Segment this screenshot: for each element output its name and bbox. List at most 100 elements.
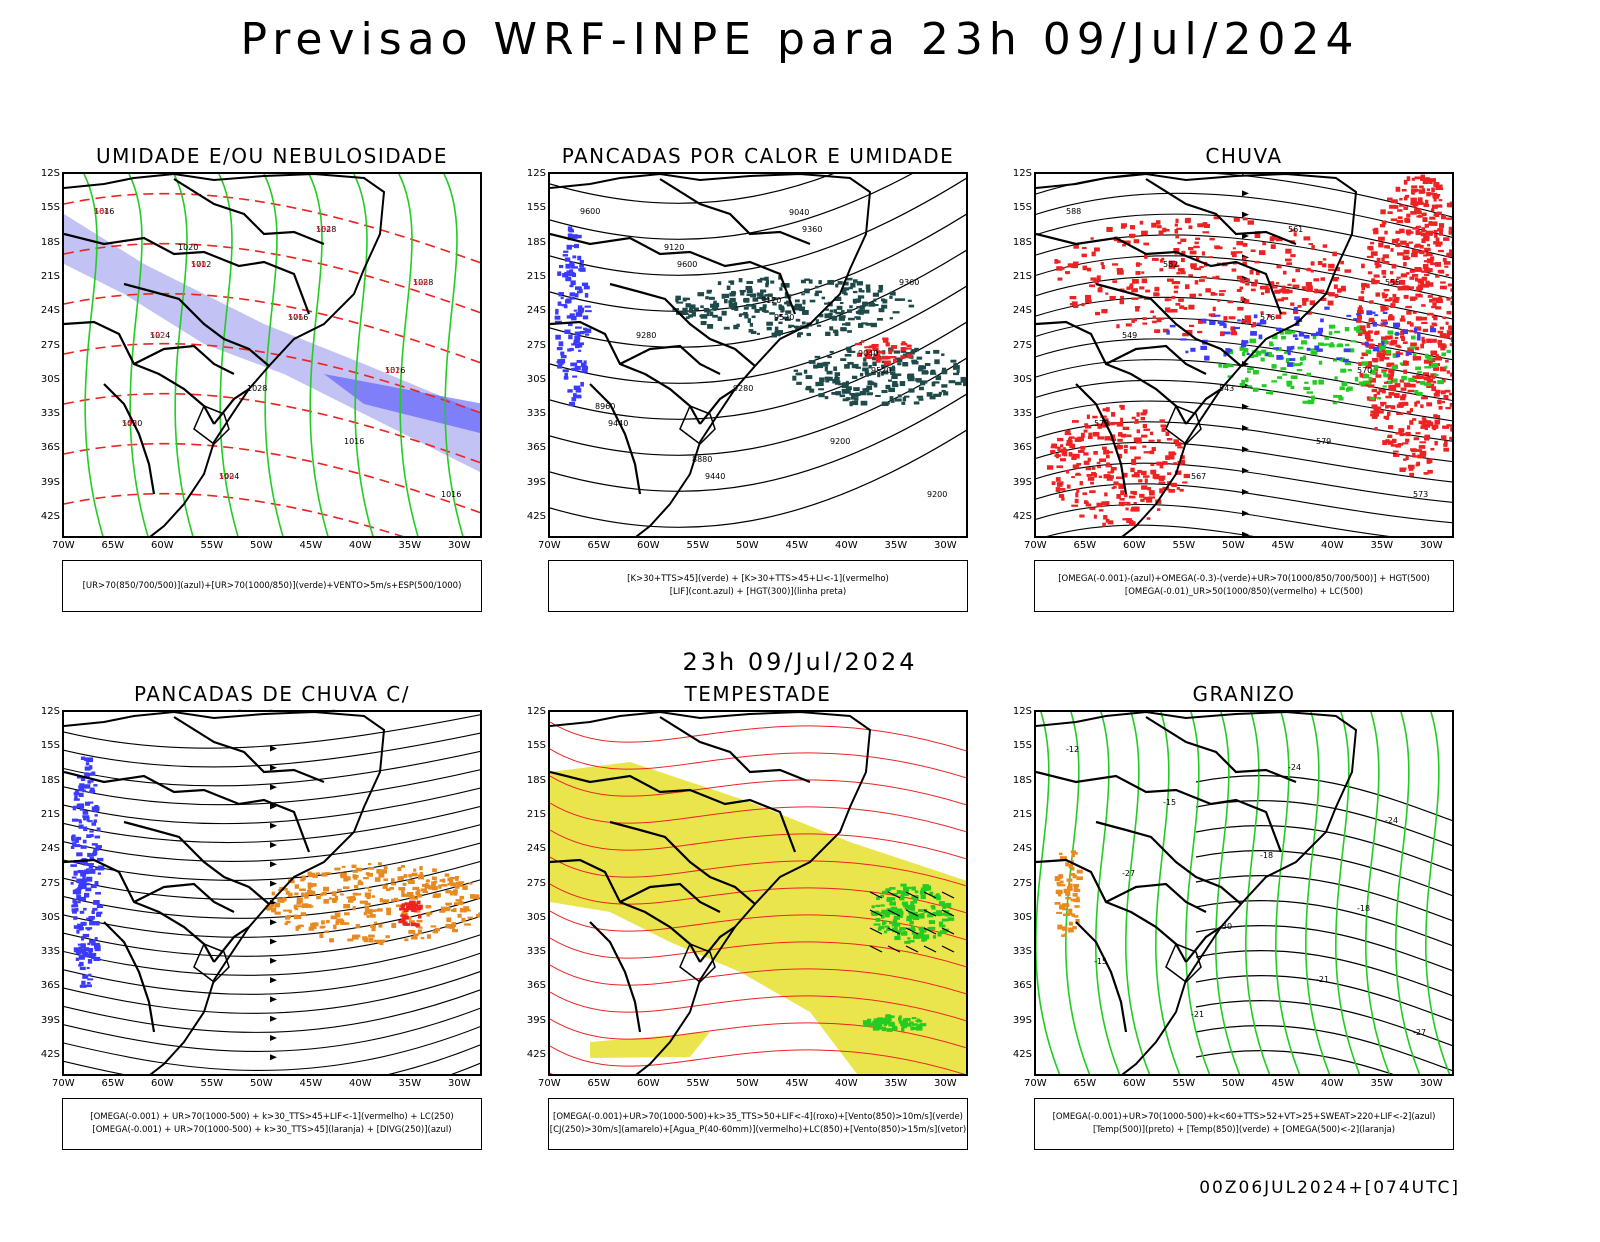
contour-label: -27 — [1413, 1028, 1426, 1037]
contour-label: 9040 — [789, 208, 809, 217]
shaded-cell — [1157, 225, 1162, 228]
shaded-cell — [1368, 271, 1372, 274]
shaded-cell — [1147, 517, 1151, 520]
shaded-cell — [427, 934, 431, 938]
shaded-cell — [1414, 267, 1421, 272]
shaded-cell — [1217, 299, 1220, 302]
shaded-cell — [1392, 301, 1399, 303]
shaded-cell — [1254, 314, 1258, 318]
shaded-cell — [1231, 251, 1236, 255]
shaded-cell — [884, 360, 891, 365]
shaded-cell — [922, 937, 927, 941]
shaded-cell — [1177, 487, 1180, 490]
shaded-cell — [1385, 396, 1392, 399]
lon-tick-label: 65W — [1074, 540, 1097, 551]
shaded-cell — [918, 367, 922, 372]
shaded-cell — [569, 261, 574, 264]
shaded-cell — [1433, 241, 1436, 244]
shaded-cell — [1311, 270, 1314, 273]
shaded-cell — [1067, 913, 1072, 916]
shaded-cell — [817, 325, 821, 327]
shaded-cell — [1422, 217, 1427, 222]
shaded-cell — [858, 295, 864, 298]
shaded-cell — [1400, 362, 1403, 364]
shaded-cell — [888, 356, 895, 358]
shaded-cell — [1063, 447, 1066, 450]
shaded-cell — [1193, 246, 1199, 248]
shaded-cell — [882, 1027, 886, 1032]
shaded-cell — [1445, 360, 1449, 363]
shaded-cell — [1397, 220, 1404, 223]
lon-tick-label: 55W — [687, 1078, 710, 1089]
shaded-cell — [1199, 279, 1205, 282]
shaded-cell — [1434, 420, 1440, 425]
lon-tick-label: 45W — [1272, 540, 1295, 551]
shaded-cell — [1099, 476, 1102, 478]
shaded-cell — [1094, 247, 1100, 251]
shaded-cell — [470, 894, 475, 899]
shaded-cell — [1447, 330, 1453, 335]
shaded-cell — [1286, 262, 1292, 265]
lon-tick-label: 70W — [52, 1078, 75, 1089]
lon-tick-label: 30W — [448, 1078, 471, 1089]
shaded-cell — [893, 919, 898, 922]
shaded-cell — [442, 879, 445, 883]
shaded-cell — [795, 299, 800, 302]
shaded-cell — [1188, 305, 1194, 310]
shaded-cell — [1185, 351, 1188, 354]
shaded-cell — [1073, 306, 1078, 308]
shaded-cell — [1409, 420, 1413, 425]
shaded-cell — [333, 925, 336, 930]
shaded-cell — [683, 298, 687, 302]
streamline-arrow — [1242, 532, 1249, 538]
shaded-cell — [891, 345, 897, 349]
shaded-cell — [1218, 321, 1225, 324]
shaded-cell — [853, 291, 857, 293]
shaded-cell — [802, 300, 805, 305]
shaded-cell — [1096, 503, 1102, 508]
shaded-cell — [1421, 322, 1427, 324]
lat-tick-label: 18S — [26, 775, 60, 786]
shaded-cell — [432, 868, 437, 872]
shaded-cell — [1377, 391, 1381, 394]
shaded-cell — [810, 300, 816, 303]
shaded-cell — [1265, 353, 1268, 357]
shaded-cell — [369, 938, 374, 943]
shaded-cell — [909, 305, 914, 308]
shaded-cell — [1424, 274, 1429, 276]
shaded-cell — [859, 306, 863, 310]
streamline — [64, 1043, 482, 1076]
shaded-cell — [1438, 399, 1442, 404]
shaded-cell — [1438, 250, 1444, 252]
shaded-cell — [1229, 316, 1236, 319]
shaded-cell — [1419, 189, 1425, 194]
shaded-cell — [1423, 179, 1427, 183]
streamline — [64, 1062, 482, 1076]
shaded-cell — [1366, 310, 1372, 315]
shaded-cell — [78, 787, 84, 791]
shaded-cell — [1057, 482, 1063, 487]
shaded-cell — [334, 868, 340, 871]
shaded-cell — [1319, 361, 1322, 365]
shaded-cell — [739, 278, 743, 282]
shaded-cell — [752, 316, 756, 318]
shaded-cell — [74, 871, 78, 876]
shaded-cell — [342, 866, 346, 868]
map-area — [548, 710, 968, 1076]
lon-tick-label: 35W — [1371, 540, 1394, 551]
lat-tick-label: 27S — [512, 878, 546, 889]
shaded-cell — [1120, 296, 1124, 299]
lat-tick-label: 30S — [26, 912, 60, 923]
streamline-arrow — [270, 1074, 277, 1076]
shaded-cell — [1307, 285, 1313, 289]
shaded-cell — [1442, 316, 1446, 319]
shaded-cell — [1209, 238, 1214, 241]
shaded-cell — [889, 887, 895, 890]
shaded-cell — [1072, 850, 1075, 853]
shaded-cell — [1322, 263, 1327, 267]
shaded-cell — [1229, 364, 1233, 367]
lat-tick-label: 39S — [512, 1015, 546, 1026]
shaded-cell — [751, 305, 756, 309]
shaded-cell — [1062, 926, 1067, 930]
shaded-cell — [561, 355, 567, 358]
